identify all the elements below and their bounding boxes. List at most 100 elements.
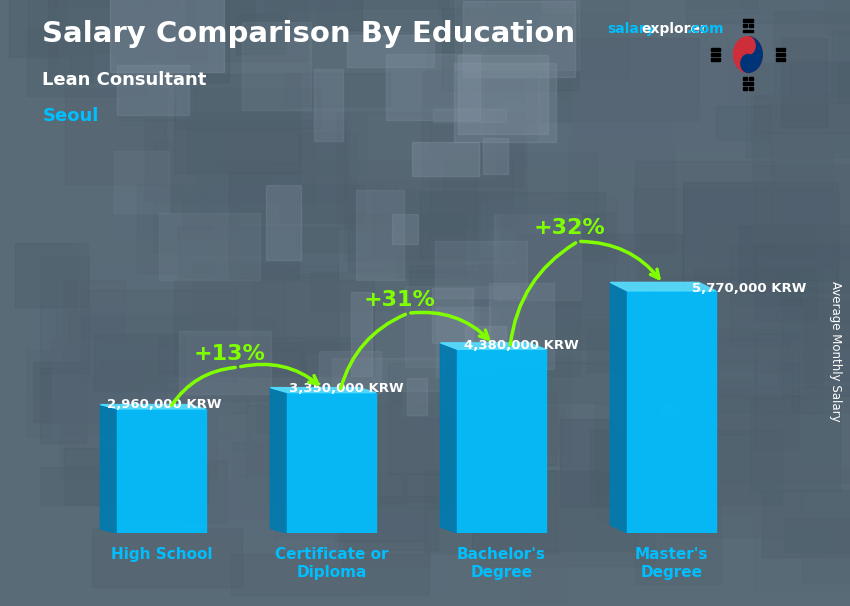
Bar: [427, 28, 580, 122]
Polygon shape: [270, 388, 287, 533]
Bar: [824, 55, 850, 102]
Bar: [137, 184, 297, 273]
Bar: [229, 318, 275, 378]
Bar: [319, 351, 382, 393]
Bar: [266, 185, 301, 260]
Bar: [386, 54, 480, 120]
Bar: [201, 163, 397, 222]
Bar: [319, 0, 485, 30]
Bar: [772, 153, 850, 247]
Bar: [102, 342, 304, 401]
Bar: [110, 0, 255, 28]
Bar: [33, 362, 167, 422]
Bar: [762, 490, 850, 558]
Bar: [336, 496, 435, 541]
Bar: [110, 0, 224, 72]
Text: 4,380,000 KRW: 4,380,000 KRW: [464, 339, 579, 352]
Bar: [233, 442, 339, 476]
Bar: [474, 308, 672, 349]
Bar: [743, 77, 747, 79]
Bar: [241, 22, 311, 110]
Text: Salary Comparison By Education: Salary Comparison By Education: [42, 21, 575, 48]
Bar: [454, 63, 557, 142]
Bar: [710, 378, 785, 411]
Bar: [252, 265, 338, 351]
Bar: [145, 120, 346, 201]
Bar: [516, 234, 683, 349]
Bar: [300, 342, 371, 421]
Wedge shape: [734, 37, 748, 72]
Bar: [711, 48, 721, 51]
Bar: [430, 126, 476, 236]
Bar: [456, 0, 539, 46]
Bar: [699, 364, 800, 397]
Bar: [231, 554, 429, 595]
Text: Seoul: Seoul: [42, 107, 99, 125]
Bar: [28, 305, 178, 397]
Bar: [784, 518, 850, 553]
Bar: [351, 107, 495, 179]
Bar: [178, 227, 338, 278]
Bar: [269, 388, 406, 504]
Bar: [249, 502, 326, 598]
Bar: [461, 0, 627, 77]
Bar: [627, 291, 716, 533]
Bar: [235, 14, 286, 55]
Bar: [484, 138, 507, 174]
Bar: [587, 329, 789, 371]
Bar: [337, 112, 526, 229]
Bar: [686, 0, 850, 23]
Bar: [435, 241, 527, 298]
Bar: [743, 24, 747, 27]
Bar: [343, 514, 429, 567]
Bar: [392, 405, 496, 481]
Bar: [749, 24, 753, 27]
Bar: [159, 213, 260, 280]
Bar: [206, 480, 353, 536]
Bar: [28, 0, 112, 53]
Bar: [507, 364, 681, 404]
Bar: [78, 238, 238, 315]
Bar: [497, 101, 669, 166]
Bar: [590, 430, 781, 505]
Bar: [729, 247, 850, 346]
Circle shape: [734, 37, 762, 72]
Bar: [175, 88, 320, 128]
Bar: [230, 172, 299, 279]
Bar: [197, 0, 350, 35]
Bar: [711, 53, 721, 56]
Bar: [264, 0, 337, 12]
Bar: [347, 35, 434, 67]
Bar: [479, 264, 580, 376]
Bar: [802, 468, 850, 582]
Bar: [713, 387, 850, 482]
Bar: [679, 101, 768, 185]
Bar: [94, 27, 158, 93]
Bar: [433, 109, 506, 122]
Bar: [832, 30, 850, 97]
Bar: [807, 0, 850, 21]
Bar: [185, 173, 299, 215]
Text: 5,770,000 KRW: 5,770,000 KRW: [692, 282, 807, 295]
Bar: [105, 416, 175, 463]
Bar: [92, 528, 242, 587]
Bar: [432, 288, 473, 342]
Bar: [60, 416, 217, 479]
Bar: [456, 0, 580, 70]
Text: salary: salary: [608, 22, 655, 36]
Bar: [754, 519, 850, 589]
Bar: [396, 193, 487, 277]
Bar: [409, 265, 581, 305]
Bar: [838, 360, 850, 459]
Polygon shape: [610, 282, 627, 533]
Bar: [117, 409, 206, 533]
Bar: [754, 333, 799, 448]
Bar: [663, 417, 802, 537]
Bar: [622, 445, 707, 528]
Bar: [57, 265, 184, 361]
Bar: [356, 190, 404, 279]
Bar: [344, 159, 513, 260]
Text: +13%: +13%: [194, 344, 265, 364]
Bar: [65, 88, 166, 184]
Bar: [775, 48, 779, 51]
